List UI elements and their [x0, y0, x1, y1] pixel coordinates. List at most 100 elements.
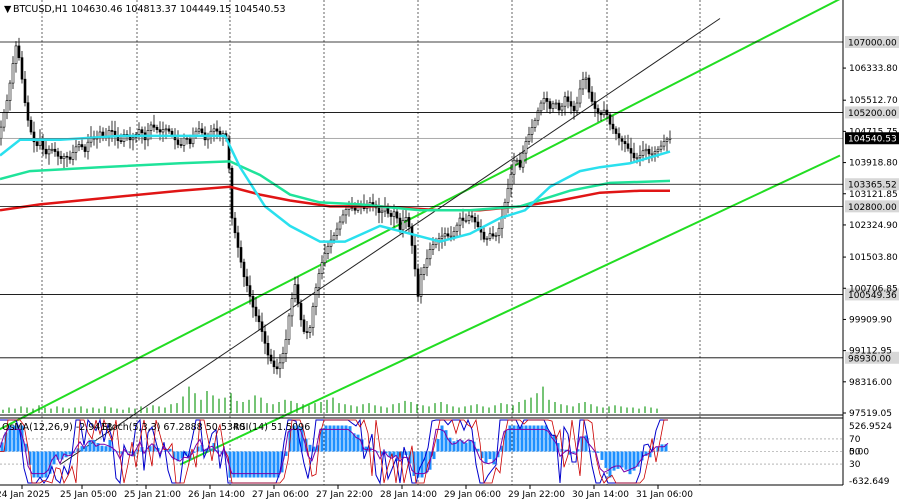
osma-bar [520, 425, 524, 452]
candle-body [170, 130, 174, 136]
candle-body [353, 207, 357, 211]
candle-body [518, 159, 522, 168]
y-tick-label: 103121.85 [849, 190, 898, 200]
candle-body [377, 207, 381, 213]
candle-body [266, 343, 270, 356]
candle-body [131, 137, 135, 141]
candle-body [86, 141, 90, 152]
osma-bar [168, 448, 172, 452]
x-tick-label: 24 Jan 2025 [0, 490, 50, 500]
osma-bar [328, 425, 332, 452]
level-label: 100549.36 [848, 291, 897, 301]
level-label: 107000.00 [848, 39, 897, 49]
candle-body [395, 211, 399, 219]
candle-body [440, 235, 444, 239]
osma-bar [392, 451, 396, 457]
candle-body [590, 91, 594, 102]
candle-body [272, 360, 276, 368]
symbol-arrow-icon[interactable]: ▼ [4, 4, 12, 15]
candle-body [509, 173, 513, 189]
osma-bar [20, 425, 24, 452]
volume-bars [2, 386, 658, 413]
horizontal-levels: 107000.00 105200.00 103365.52 102800.00 1005… [0, 36, 899, 364]
candle-body [458, 217, 462, 226]
candle-body [467, 215, 471, 221]
candle-body [344, 209, 348, 216]
osma-bar [508, 425, 512, 452]
ma-mid-line [0, 160, 671, 212]
osma-bar [540, 425, 544, 452]
osma-bar [268, 451, 272, 478]
y-tick-label: 100706.85 [849, 284, 898, 294]
osma-bar [8, 425, 12, 452]
candle-body [626, 143, 630, 149]
candle-body [302, 319, 306, 332]
candle-body [233, 217, 237, 234]
osma-bar [164, 449, 168, 452]
candle-body [290, 298, 294, 317]
osma-bar [416, 451, 420, 478]
candle-body [620, 137, 624, 142]
candle-body [335, 228, 339, 236]
osma-bar [88, 439, 92, 452]
osma-bar [100, 445, 104, 452]
candle-body [488, 233, 492, 239]
candle-body [389, 213, 393, 217]
x-tick-label: 28 Jan 14:00 [380, 490, 437, 500]
candle-body [560, 105, 564, 111]
osma-bar [284, 451, 288, 456]
osma-bar [248, 451, 252, 478]
osma-bar [612, 451, 616, 471]
osma-bar [344, 425, 348, 452]
osma-bar [556, 443, 560, 452]
candle-body [110, 130, 114, 132]
candle-body [578, 88, 582, 104]
candle-body [2, 112, 6, 128]
level-label: 98930.00 [848, 354, 891, 364]
candle-body [647, 148, 651, 155]
osma-bar [552, 434, 556, 452]
level-tag [845, 351, 899, 364]
time-grid [41, 0, 701, 485]
osma-bar [432, 451, 436, 460]
osma-bar [40, 451, 44, 478]
osma-bar [620, 451, 624, 468]
osma-bar [352, 433, 356, 452]
candle-body [548, 101, 552, 109]
candle-body [20, 57, 24, 80]
candle-body [275, 366, 279, 370]
candle-body [527, 134, 531, 142]
x-tick-label: 26 Jan 14:00 [188, 490, 245, 500]
candle-body [26, 102, 30, 121]
candle-body [53, 148, 57, 152]
candle-body [617, 133, 621, 139]
candle-body [569, 101, 573, 107]
osma-bar [452, 441, 456, 452]
y-tick-label: 101503.80 [849, 253, 898, 263]
x-tick-label: 29 Jan 06:00 [444, 490, 501, 500]
level-label: 102800.00 [848, 203, 897, 213]
channel-middle-line [59, 18, 721, 466]
candle-body [0, 126, 3, 139]
candle-body [653, 151, 657, 155]
candle-body [314, 287, 318, 307]
osma-bar [256, 451, 260, 478]
candle-body [158, 129, 162, 133]
candle-body [149, 124, 153, 131]
osma-bar [604, 451, 608, 468]
candle-body [338, 221, 342, 230]
osma-bar [324, 425, 328, 452]
candle-body [443, 233, 447, 237]
candle-body [506, 188, 510, 203]
osma-bar [108, 439, 112, 452]
candle-body [287, 315, 291, 340]
osma-bar [104, 446, 108, 452]
candle-body [119, 140, 123, 142]
x-tick-label: 25 Jan 05:00 [60, 490, 117, 500]
candle-body [83, 146, 87, 152]
y-tick-label: 105512.70 [849, 96, 898, 106]
osma-bar [572, 451, 576, 453]
candle-body [581, 79, 585, 90]
candle-body [200, 128, 204, 134]
